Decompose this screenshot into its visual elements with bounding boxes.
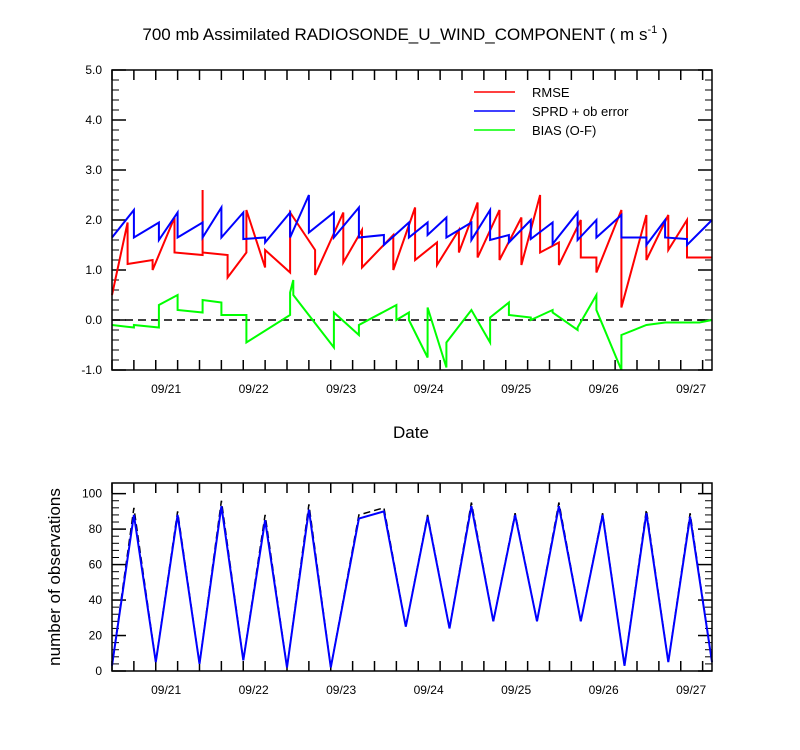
bottom-y-tick-label: 100: [82, 487, 102, 501]
top-tick-labels: 09/21 09/22 09/23 09/24 09/25 09/26 09/27 -1.0 0…: [81, 63, 706, 396]
top-series-sprd-ob-error: [111, 194, 713, 249]
bottom-y-axis-label: number of observations: [45, 488, 64, 666]
bottom-x-tick-label: 09/27: [676, 683, 706, 697]
top-x-tick-label: 09/22: [239, 382, 269, 396]
legend-rmse-label: RMSE: [532, 85, 570, 100]
legend-spread-label: SPRD + ob error: [532, 104, 629, 119]
top-x-axis-label: Date: [393, 423, 429, 442]
top-series-rmse: [111, 190, 712, 308]
top-x-tick-label: 09/25: [501, 382, 531, 396]
top-series-bias-o-f: [111, 279, 713, 371]
top-x-tick-label: 09/27: [676, 382, 706, 396]
bottom-y-tick-label: 60: [89, 558, 103, 572]
top-y-tick-label: 2.0: [85, 213, 102, 227]
bottom-x-tick-label: 09/22: [239, 683, 269, 697]
top-x-tick-label: 09/26: [589, 382, 619, 396]
bottom-tick-labels: 09/21 09/22 09/23 09/24 09/25 09/26 09/27 0 20 40…: [82, 487, 706, 697]
bottom-x-tick-label: 09/25: [501, 683, 531, 697]
chart-title-superscript: -1: [647, 24, 657, 36]
top-y-tick-label: 4.0: [85, 113, 102, 127]
top-y-tick-label: 3.0: [85, 163, 102, 177]
bottom-x-tick-label: 09/21: [151, 683, 181, 697]
top-x-tick-label: 09/24: [414, 382, 444, 396]
top-y-tick-label: 0.0: [85, 313, 102, 327]
bottom-x-tick-label: 09/23: [326, 683, 356, 697]
bottom-y-tick-label: 80: [89, 522, 103, 536]
top-series-group: [111, 190, 713, 371]
bottom-plot-frame: [111, 482, 713, 672]
bottom-y-tick-label: 0: [95, 664, 102, 678]
top-x-tick-label: 09/21: [151, 382, 181, 396]
bottom-series-assimilated: [111, 505, 713, 668]
top-y-tick-label: 1.0: [85, 263, 102, 277]
bottom-x-tick-label: 09/26: [589, 683, 619, 697]
bottom-y-tick-label: 40: [89, 593, 103, 607]
legend: RMSE SPRD + ob error BIAS (O-F): [474, 85, 629, 138]
bottom-x-tick-label: 09/24: [414, 683, 444, 697]
top-panel: 09/21 09/22 09/23 09/24 09/25 09/26 09/27 -1.0 0…: [81, 63, 713, 442]
top-y-tick-label: -1.0: [81, 363, 102, 377]
bottom-panel: 09/21 09/22 09/23 09/24 09/25 09/26 09/27 0 20 40…: [45, 482, 713, 697]
top-x-tick-label: 09/23: [326, 382, 356, 396]
bottom-series-group: [111, 500, 713, 668]
chart-title: 700 mb Assimilated RADIOSONDE_U_WIND_COM…: [142, 24, 667, 44]
chart-title-end: ): [657, 25, 667, 44]
top-plot-frame: [111, 69, 713, 371]
chart-title-main: 700 mb Assimilated RADIOSONDE_U_WIND_COM…: [142, 25, 647, 44]
bottom-y-tick-label: 20: [89, 629, 103, 643]
top-y-tick-label: 5.0: [85, 63, 102, 77]
legend-bias-label: BIAS (O-F): [532, 123, 596, 138]
